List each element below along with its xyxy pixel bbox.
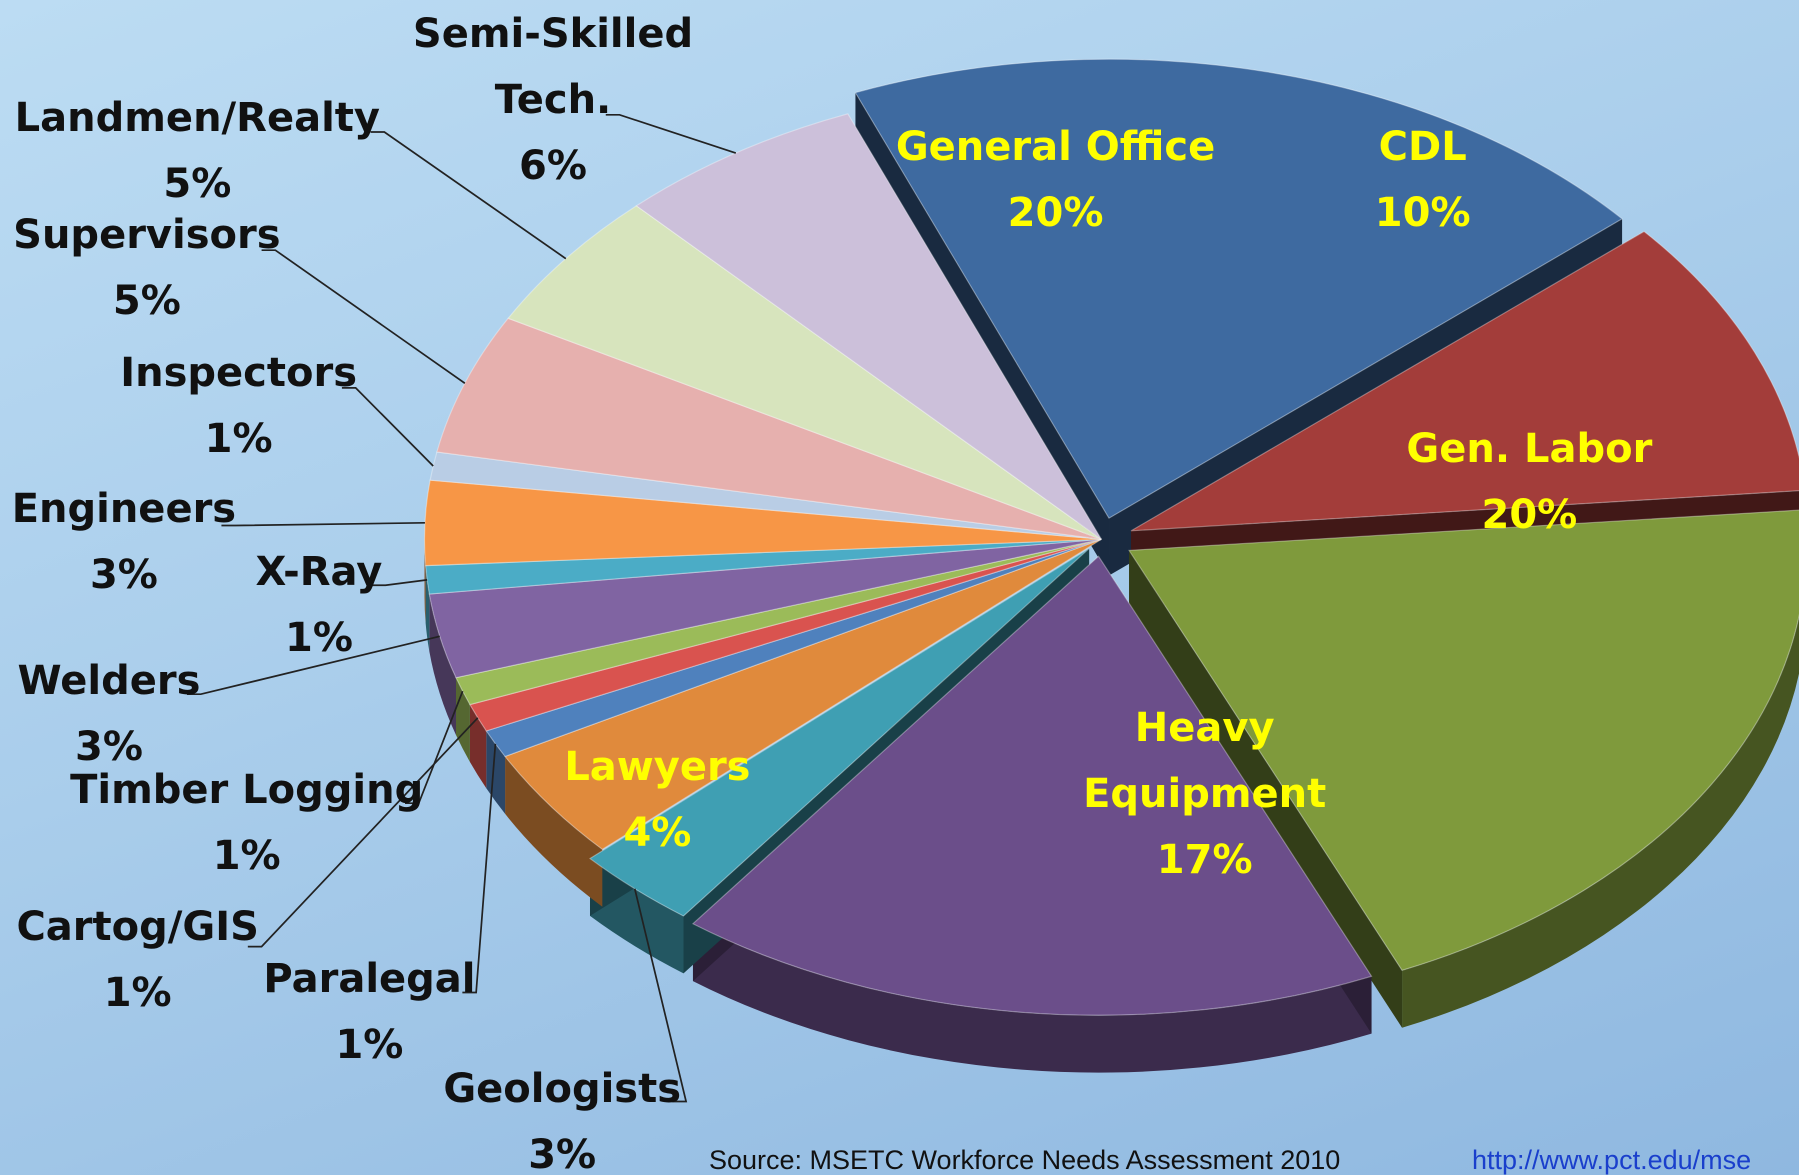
slice — [423, 479, 1102, 567]
leader-line — [633, 888, 688, 1103]
category-label: CDL — [1378, 124, 1467, 171]
leader-line — [247, 717, 479, 948]
category-label: X-Ray — [255, 548, 383, 595]
slice — [429, 451, 1102, 540]
slice — [504, 538, 1102, 851]
slice-label: CDL 10% — [1337, 114, 1509, 246]
category-label: Inspectors — [120, 350, 358, 397]
slice-label: Inspectors 1% — [101, 340, 376, 472]
value-label: 4% — [623, 809, 692, 856]
value-label: 3% — [528, 1132, 597, 1175]
value-label: 3% — [89, 551, 158, 598]
slice-label: Semi-Skilled Tech. 6% — [404, 1, 702, 199]
category-label: Cartog/GIS — [16, 904, 259, 951]
value-label: 1% — [204, 416, 273, 463]
slice-label: Paralegal 1% — [232, 946, 507, 1078]
slice — [691, 555, 1373, 1016]
category-label: Gen. Labor — [1406, 425, 1653, 472]
category-label: General Office — [895, 124, 1216, 171]
slice-label: Engineers 3% — [0, 476, 250, 608]
value-label: 20% — [1481, 491, 1578, 538]
slice — [507, 205, 1102, 540]
slice — [1130, 230, 1799, 532]
value-label: 10% — [1374, 190, 1471, 237]
category-label: Semi-Skilled Tech. — [412, 10, 694, 123]
slice-side — [429, 594, 456, 736]
slice-wall — [1129, 550, 1403, 1028]
leader-line — [187, 635, 440, 696]
slice-label: Landmen/Realty 5% — [2, 85, 392, 217]
slice-side — [424, 539, 426, 623]
value-label: 1% — [212, 832, 281, 879]
leader-line — [405, 690, 464, 805]
leader-line — [462, 743, 497, 994]
category-label: Paralegal — [263, 955, 476, 1002]
source-url: http://www.pct.edu/mse — [1472, 1145, 1752, 1175]
slice-label: Gen. Labor 20% — [1369, 416, 1690, 548]
slice-side — [425, 565, 430, 652]
slice — [436, 317, 1102, 540]
slice-side — [1402, 615, 1799, 1028]
value-label: 1% — [103, 970, 172, 1017]
category-label: Lawyers — [564, 743, 751, 790]
leader-line — [371, 579, 428, 587]
slice-label: Timber Logging 1% — [57, 757, 436, 889]
slice-label: Welders 3% — [0, 648, 224, 780]
value-label: 6% — [519, 142, 587, 189]
leader-line — [261, 249, 466, 384]
slice-side — [505, 756, 603, 907]
slice — [854, 58, 1624, 519]
category-label: Welders — [17, 657, 201, 704]
category-label: Geologists — [443, 1066, 682, 1113]
leader-line — [221, 521, 425, 527]
slice-label: Cartog/GIS 1% — [0, 894, 287, 1026]
slice-label: Supervisors 5% — [0, 202, 296, 334]
value-label: 3% — [75, 723, 143, 770]
leader-line — [605, 113, 737, 154]
slice-label: Geologists 3% — [413, 1056, 711, 1175]
slice — [1128, 509, 1799, 972]
category-label: Timber Logging — [70, 766, 424, 813]
category-label: Heavy Equipment — [1083, 704, 1327, 817]
slice-label: Heavy Equipment 17% — [1056, 695, 1354, 893]
category-label: Engineers — [11, 485, 237, 532]
slice-side — [692, 923, 1372, 1073]
slice-label: General Office 20% — [872, 114, 1239, 246]
value-label: 20% — [1007, 190, 1104, 237]
category-label: Landmen/Realty — [14, 95, 380, 142]
value-label: 5% — [163, 161, 232, 208]
slice-side — [469, 704, 487, 789]
leader-line — [341, 387, 434, 467]
category-label: Supervisors — [13, 212, 281, 259]
leader-line — [370, 131, 567, 260]
slice-label: X-Ray 1% — [227, 539, 411, 671]
value-label: 1% — [335, 1021, 404, 1068]
value-label: 5% — [112, 278, 181, 325]
slice-label: Lawyers 4% — [543, 734, 772, 866]
value-label: 17% — [1156, 836, 1253, 883]
value-label: 1% — [284, 614, 353, 661]
source-note: Source: MSETC Workforce Needs Assessment… — [709, 1145, 1341, 1175]
